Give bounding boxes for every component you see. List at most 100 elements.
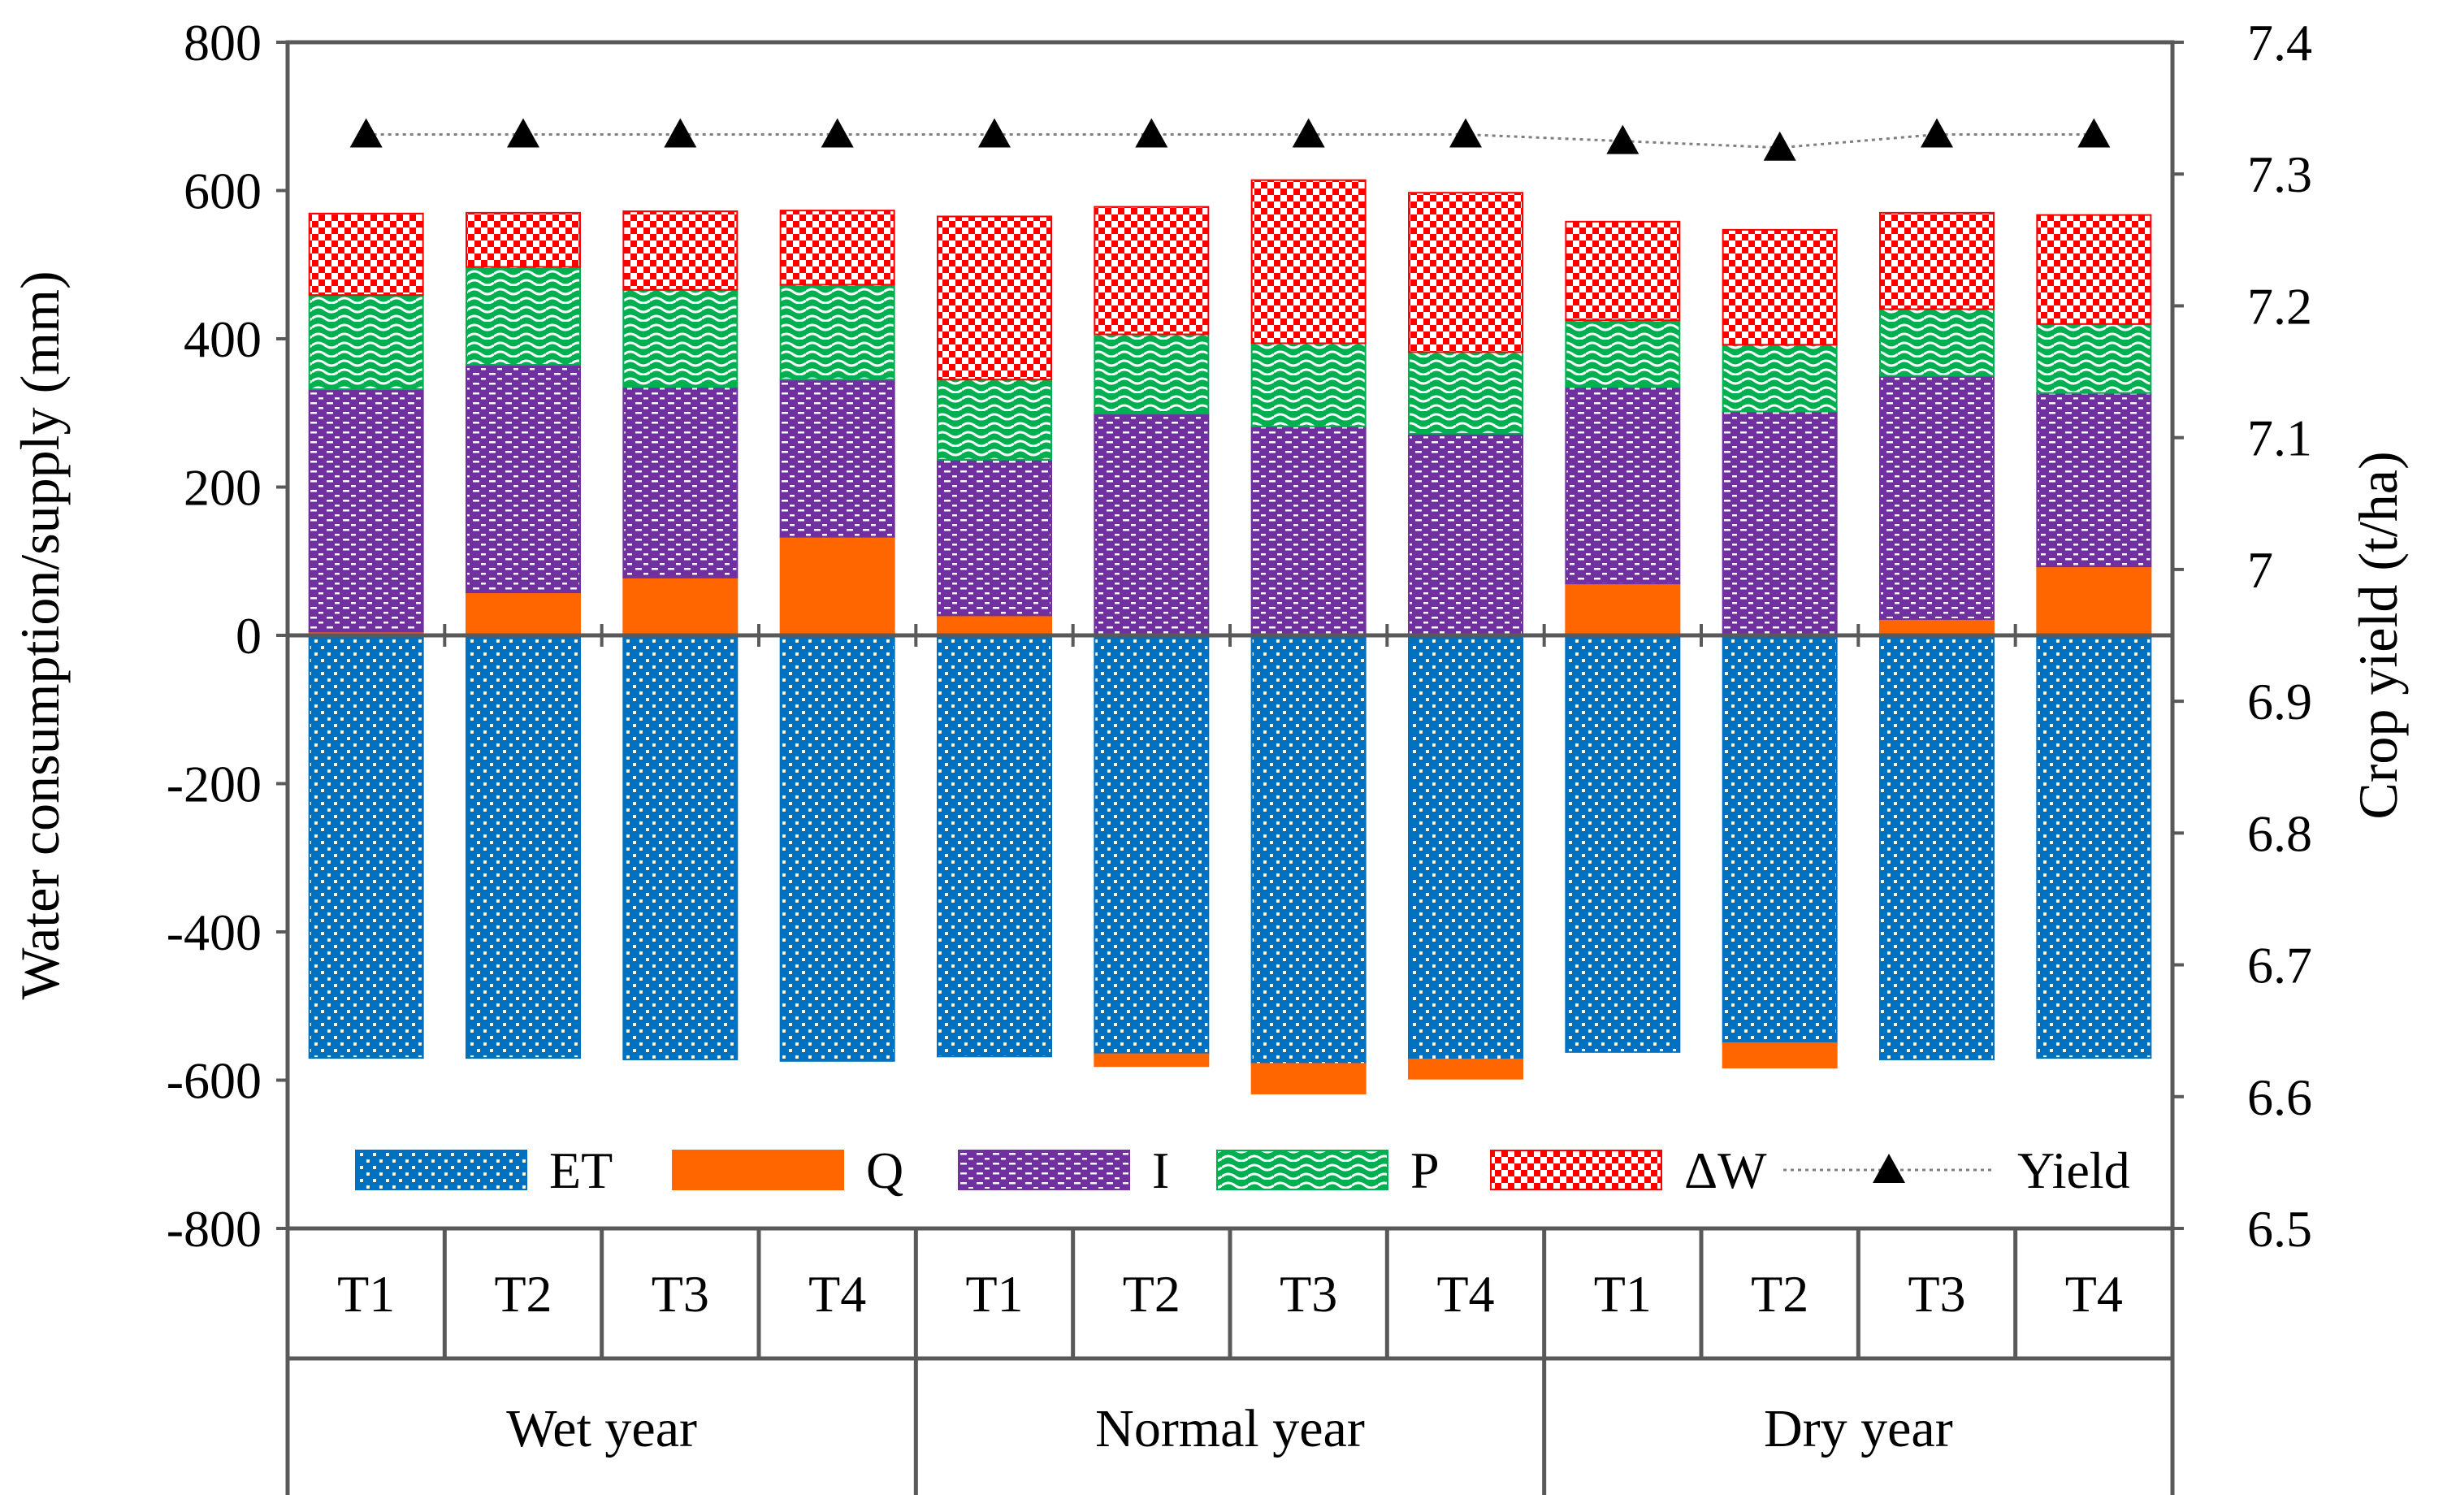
yield-marker-4 <box>821 118 854 148</box>
y2-axis-title: Crop yield (t/ha) <box>2347 451 2409 819</box>
bar-i-2 <box>466 363 581 594</box>
category-label-11: T3 <box>1908 1265 1965 1323</box>
yield-marker-6 <box>1135 118 1168 148</box>
axes: 800 600 400 200 0 -200 -400 -600 -800 7.4 7.3 7.2 7.… <box>9 14 2409 1258</box>
bar-i-7 <box>1250 425 1367 636</box>
bar-p-9 <box>1565 319 1681 388</box>
legend-item-i: I <box>958 1142 1169 1199</box>
bar-delta-w-12 <box>2036 214 2152 325</box>
category-label-3: T3 <box>652 1265 709 1323</box>
bar-et-2 <box>466 635 581 1059</box>
y2-tick-label: 7 <box>2247 541 2273 599</box>
group-label-wet-year: Wet year <box>506 1399 697 1458</box>
legend-label-i: I <box>1152 1142 1169 1199</box>
y2-tick-label: 6.7 <box>2247 937 2312 994</box>
legend-swatch-p <box>1216 1150 1388 1190</box>
yield-marker-2 <box>507 118 539 148</box>
yield-marker-8 <box>1449 118 1482 148</box>
category-label-12: T4 <box>2065 1265 2123 1323</box>
y2-tick-label: 7.2 <box>2247 277 2312 335</box>
bar-q-3 <box>622 576 739 637</box>
legend-label-yield: Yield <box>2017 1142 2130 1199</box>
bar-i-11 <box>1879 375 1995 620</box>
category-label-10: T2 <box>1751 1265 1808 1323</box>
category-label-1: T1 <box>337 1265 395 1323</box>
y2-tick-label: 7.4 <box>2247 14 2312 71</box>
y2-tick-label: 6.5 <box>2247 1200 2312 1258</box>
bar-et-9 <box>1565 635 1681 1053</box>
bar-i-12 <box>2036 392 2152 568</box>
y-tick-label: 400 <box>184 310 262 368</box>
category-label-5: T1 <box>965 1265 1023 1323</box>
bar-et-12 <box>2036 635 2152 1059</box>
bar-et-4 <box>779 635 895 1062</box>
bar-i-8 <box>1408 432 1523 636</box>
category-label-7: T3 <box>1280 1265 1337 1323</box>
bar-et-10 <box>1722 635 1838 1044</box>
legend-item-yield: Yield <box>1783 1142 2130 1199</box>
category-axis: T1 T2 T3 T4 T1 T2 T3 T4 T1 T2 T3 T4 Wet year Normal y… <box>285 1228 2175 1495</box>
bar-q-11 <box>1879 617 1995 636</box>
y-tick-label: -400 <box>167 903 262 961</box>
bar-et-7 <box>1250 635 1367 1065</box>
group-label-normal-year: Normal year <box>1095 1399 1365 1458</box>
bar-i-5 <box>937 458 1052 617</box>
bar-p-6 <box>1094 333 1210 415</box>
bar-i-4 <box>779 379 895 538</box>
bar-delta-w-10 <box>1722 228 1838 346</box>
yield-marker-7 <box>1292 118 1325 148</box>
legend-label-p: P <box>1410 1142 1440 1199</box>
y2-tick-label: 7.3 <box>2247 145 2312 203</box>
yield-marker-9 <box>1606 124 1639 154</box>
legend-swatch-yield-marker <box>1873 1154 1905 1183</box>
y-tick-label: -800 <box>167 1200 262 1258</box>
bar-delta-w-1 <box>308 212 424 297</box>
category-label-4: T4 <box>808 1265 866 1323</box>
bar-p-10 <box>1722 344 1838 413</box>
bar-q-10 <box>1722 1042 1838 1068</box>
yield-marker-12 <box>2077 118 2111 148</box>
bars-layer <box>308 179 2152 1094</box>
yield-marker-3 <box>664 118 697 148</box>
bar-delta-w-8 <box>1408 192 1523 353</box>
bar-p-4 <box>779 284 895 381</box>
bar-p-5 <box>937 379 1052 461</box>
y-tick-label: 200 <box>184 459 262 517</box>
bar-delta-w-5 <box>937 215 1052 381</box>
y-tick-label: 800 <box>184 14 262 71</box>
legend-swatch-delta-w <box>1490 1150 1662 1190</box>
yield-line-layer <box>349 118 2111 161</box>
y-axis-title: Water consumption/supply (mm) <box>9 271 71 999</box>
y2-tick-label: 7.1 <box>2247 409 2312 467</box>
legend-item-delta-w: ΔW <box>1490 1142 1767 1199</box>
yield-marker-1 <box>349 118 383 148</box>
category-label-2: T2 <box>494 1265 552 1323</box>
yield-line <box>366 133 2094 149</box>
y-tick-label: 0 <box>236 607 262 665</box>
bar-et-11 <box>1879 635 1995 1060</box>
legend-item-p: P <box>1216 1142 1440 1199</box>
legend-swatch-et <box>355 1150 527 1190</box>
bar-et-8 <box>1408 635 1523 1060</box>
legend-item-et: ET <box>355 1142 613 1199</box>
y-tick-label: -600 <box>167 1052 262 1110</box>
bar-p-7 <box>1250 342 1367 427</box>
bar-et-6 <box>1094 635 1210 1055</box>
y2-tick-label: 6.8 <box>2247 804 2312 862</box>
bar-p-12 <box>2036 323 2152 394</box>
y-tick-label: -200 <box>167 756 262 813</box>
bar-delta-w-7 <box>1250 179 1367 344</box>
y2-tick-label: 6.9 <box>2247 673 2312 730</box>
yield-marker-11 <box>1921 118 1953 148</box>
category-label-6: T2 <box>1123 1265 1180 1323</box>
bar-i-9 <box>1565 386 1681 585</box>
bar-q-7 <box>1250 1063 1367 1094</box>
bar-p-2 <box>466 266 581 366</box>
legend-swatch-i <box>958 1150 1130 1190</box>
legend-item-q: Q <box>672 1142 903 1199</box>
legend-label-delta-w: ΔW <box>1684 1142 1767 1199</box>
bar-delta-w-11 <box>1879 211 1995 310</box>
category-label-9: T1 <box>1594 1265 1652 1323</box>
